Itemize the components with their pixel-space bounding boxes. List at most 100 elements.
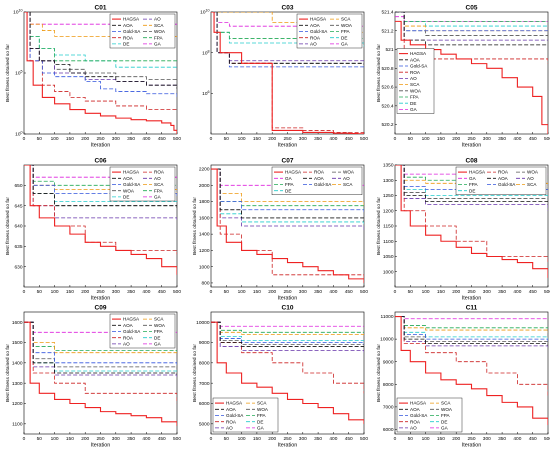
series-line-aoa (24, 12, 177, 89)
x-tick-label: 100 (422, 289, 430, 295)
y-tick-label: 650 (14, 183, 22, 189)
legend-entry: AOA (410, 407, 421, 412)
x-tick-label: 250 (283, 436, 291, 442)
y-tick-label: 1350 (383, 163, 394, 169)
x-tick-label: 350 (314, 136, 322, 142)
x-tick-label: 500 (544, 289, 550, 295)
x-tick-label: 450 (345, 136, 353, 142)
chart-title: C09 (95, 305, 107, 312)
y-tick-label: 5000 (199, 421, 210, 427)
chart-c09: C09 0 50 100 150 200 250 300 350 400 450 500 1100 120… (5, 305, 181, 449)
legend-entry: AOA (498, 176, 509, 181)
legend-entry: DE (469, 188, 475, 193)
x-tick-label: 500 (544, 136, 550, 142)
x-tick-label: 400 (329, 289, 337, 295)
legend-entry: FPA (441, 413, 451, 418)
series-line-hagsa (211, 321, 364, 424)
legend-entry: WOA (441, 407, 453, 412)
y-axis-label: Best fitness obtained so far (376, 344, 382, 402)
series-line-ga (211, 12, 364, 27)
legend-box (109, 166, 176, 202)
x-tick-label: 250 (467, 136, 475, 142)
x-tick-label: 300 (299, 289, 307, 295)
y-tick-label: 1600 (12, 320, 23, 326)
series-line-aoa (395, 12, 548, 46)
legend-entry: GA (154, 42, 162, 47)
legend-entry: ROA (310, 35, 321, 40)
legend-entry: FPA (257, 413, 267, 418)
y-tick-exponent: 5 (21, 70, 23, 74)
y-axis-label: Best fitness obtained so far (5, 44, 11, 102)
legend-box (271, 166, 363, 195)
x-axis-label: Iteration (91, 296, 110, 302)
legend-entry: ROA (154, 170, 165, 175)
y-tick-label: 1000 (383, 269, 394, 275)
y-tick-label: 521 (385, 47, 393, 53)
chart-title: C08 (466, 158, 478, 165)
x-tick-label: 450 (158, 289, 166, 295)
y-axis-label: Best fitness obtained so far (376, 44, 382, 102)
x-tick-label: 350 (498, 436, 506, 442)
legend-entry: WOA (527, 170, 539, 175)
x-axis-label: Iteration (462, 296, 481, 302)
x-tick-label: 450 (158, 436, 166, 442)
chart-title: C06 (95, 158, 107, 165)
series-line-gold-sa (24, 12, 177, 98)
y-tick-label: 1500 (12, 340, 23, 346)
legend-entry: AO (154, 17, 161, 22)
x-tick-label: 200 (81, 436, 89, 442)
x-tick-label: 400 (513, 436, 521, 442)
y-tick-label: 7000 (383, 404, 394, 410)
series-line-sca (395, 165, 548, 187)
legend-entry: GA (285, 176, 293, 181)
x-tick-label: 350 (314, 436, 322, 442)
x-tick-label: 250 (96, 289, 104, 295)
x-tick-label: 0 (23, 289, 26, 295)
legend-entry: FPA (154, 35, 164, 40)
x-axis-label: Iteration (462, 143, 481, 149)
y-tick-label: 520.6 (381, 85, 393, 91)
series-line-hagsa (211, 12, 364, 134)
x-axis-label: Iteration (462, 443, 481, 449)
y-tick-label: 1400 (199, 232, 210, 238)
x-tick-label: 150 (437, 436, 445, 442)
x-tick-label: 250 (96, 436, 104, 442)
legend-entry: SCA (257, 401, 267, 406)
y-tick-exponent: 8 (208, 49, 210, 53)
legend-entry: HAGSA (285, 170, 302, 175)
legend-entry: Gold-SA (498, 182, 516, 187)
legend-entry: WOA (410, 88, 422, 93)
legend-entry: Gold-SA (410, 64, 428, 69)
legend-box (455, 166, 547, 195)
chart-title: C10 (282, 305, 294, 312)
y-tick-label: 521.4 (381, 10, 393, 16)
chart-c05: C05 0 50 100 150 200 250 300 350 400 450 500 520.2 52… (376, 5, 550, 149)
series-line-roa (395, 316, 548, 396)
x-tick-label: 450 (345, 436, 353, 442)
legend-entry: DE (123, 42, 129, 47)
legend-entry: AOA (226, 407, 237, 412)
legend-entry: DE (123, 195, 129, 200)
x-tick-label: 0 (210, 289, 213, 295)
legend-entry: GA (341, 42, 349, 47)
series-lines (24, 165, 177, 275)
series-line-gold-sa (395, 165, 548, 193)
legend: HAGSA ROA WOA GA AOA AO FPA Gold-SA SCA DE (271, 166, 363, 195)
x-tick-label: 300 (112, 436, 120, 442)
chart-c07: C07 0 50 100 150 200 250 300 350 400 450 500 800 1000… (192, 158, 368, 302)
legend: HAGSA SCA AOA WOA Gold-SA FPA ROA DE AO GA (296, 13, 363, 49)
x-tick-label: 150 (253, 436, 261, 442)
x-tick-label: 200 (268, 436, 276, 442)
legend-box (109, 313, 176, 349)
y-tick-label: 635 (14, 244, 22, 250)
series-line-aoa (24, 321, 177, 376)
legend-entry: AO (123, 342, 130, 347)
x-tick-label: 500 (360, 436, 368, 442)
chart-title: C07 (282, 158, 294, 165)
y-tick-label: 9000 (199, 340, 210, 346)
x-tick-label: 350 (127, 136, 135, 142)
legend-box (109, 13, 176, 49)
series-line-fpa (211, 12, 364, 39)
